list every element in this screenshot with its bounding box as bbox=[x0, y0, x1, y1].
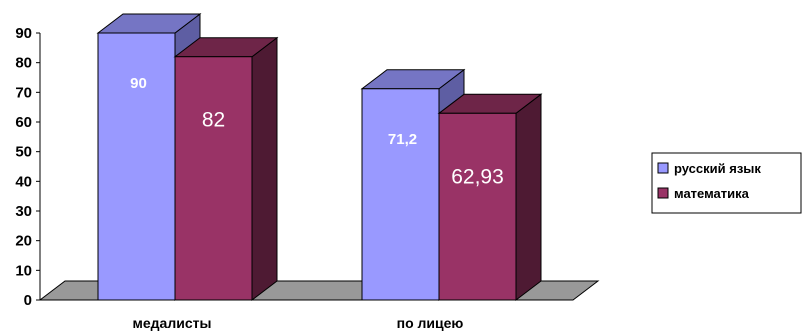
legend-box bbox=[651, 152, 802, 214]
bar-front bbox=[174, 56, 253, 301]
data-label: 82 bbox=[202, 109, 225, 132]
y-tick-label: 50 bbox=[15, 144, 32, 161]
legend: русский язык математика bbox=[651, 152, 802, 214]
y-tick-label: 80 bbox=[15, 55, 32, 72]
y-tick-label: 70 bbox=[15, 84, 32, 101]
x-category-label: медалисты bbox=[133, 315, 212, 331]
y-tick-label: 90 bbox=[15, 25, 32, 42]
bar-front bbox=[361, 88, 440, 301]
data-label: 62,93 bbox=[451, 165, 504, 188]
legend-label: математика bbox=[674, 186, 750, 201]
legend-swatch bbox=[657, 187, 669, 199]
bar-front bbox=[438, 112, 517, 301]
y-tick-label: 30 bbox=[15, 203, 32, 220]
bar-side bbox=[515, 93, 542, 302]
legend-swatch bbox=[657, 162, 669, 174]
y-tick-label: 10 bbox=[15, 262, 32, 279]
data-label: 90 bbox=[130, 75, 147, 92]
y-tick-label: 20 bbox=[15, 233, 32, 250]
bar-front bbox=[97, 32, 176, 301]
legend-label: русский язык bbox=[674, 161, 761, 176]
x-category-label: по лицею bbox=[397, 315, 464, 331]
bar bbox=[437, 93, 543, 302]
y-tick-label: 40 bbox=[15, 173, 32, 190]
bar-side bbox=[251, 36, 278, 302]
data-label: 71,2 bbox=[388, 131, 417, 148]
y-tick-label: 60 bbox=[15, 114, 32, 131]
bar bbox=[173, 36, 279, 302]
y-tick-label: 0 bbox=[24, 292, 32, 309]
